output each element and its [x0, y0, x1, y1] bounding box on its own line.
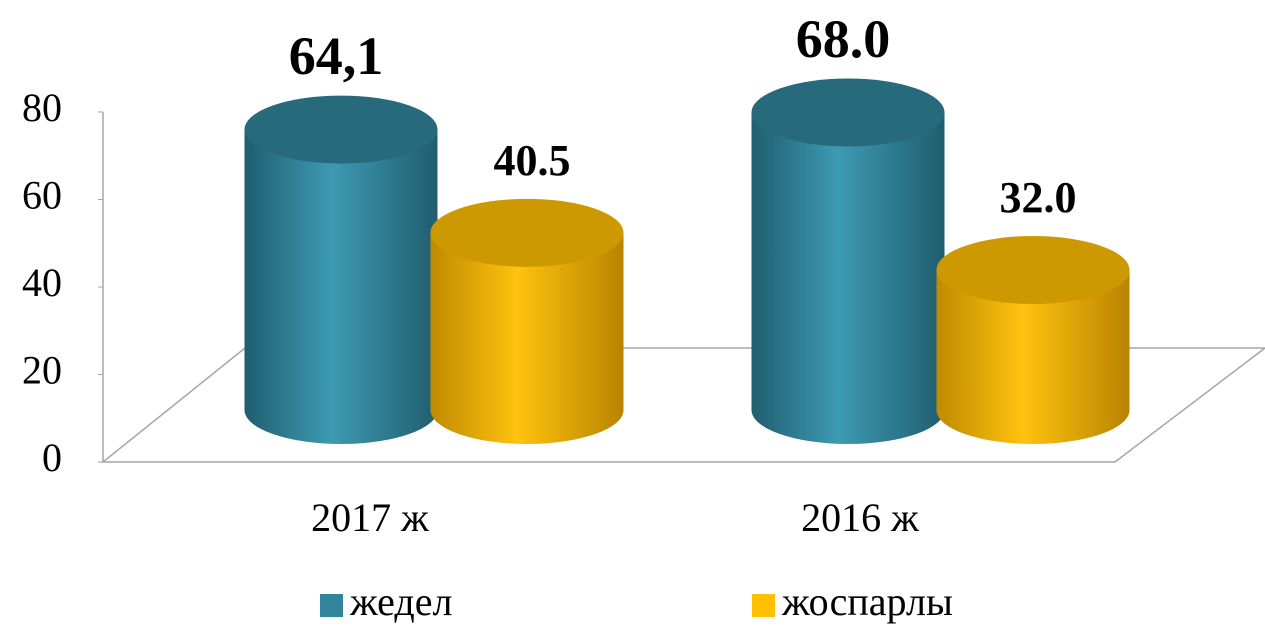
legend-label: жедел: [349, 579, 452, 624]
cylinder-top: [430, 198, 624, 267]
legend-swatch: [320, 594, 343, 617]
value-label: 40.5: [494, 136, 571, 185]
cylinder: [244, 129, 438, 444]
y-tick-label: 0: [42, 435, 62, 480]
value-label: 68.0: [796, 9, 891, 69]
y-tick-label: 60: [22, 173, 62, 218]
y-tick-label: 40: [22, 260, 62, 305]
cylinder: [751, 112, 945, 444]
x-tick-label: 2016 ж: [801, 495, 919, 540]
floor-plane: [100, 347, 1265, 463]
legend-label: жоспарлы: [781, 579, 953, 624]
value-label: 64,1: [289, 26, 384, 86]
y-tick-label: 20: [22, 348, 62, 393]
cylinder: [936, 270, 1130, 444]
cylinder-top: [244, 95, 438, 164]
x-tick-label: 2017 ж: [311, 495, 429, 540]
y-tick-label: 80: [22, 85, 62, 130]
cylinder-top: [936, 236, 1130, 304]
legend-swatch: [752, 594, 775, 617]
cylinder-top: [751, 78, 945, 147]
value-label: 32.0: [1000, 173, 1077, 222]
cylinder: [430, 232, 624, 444]
